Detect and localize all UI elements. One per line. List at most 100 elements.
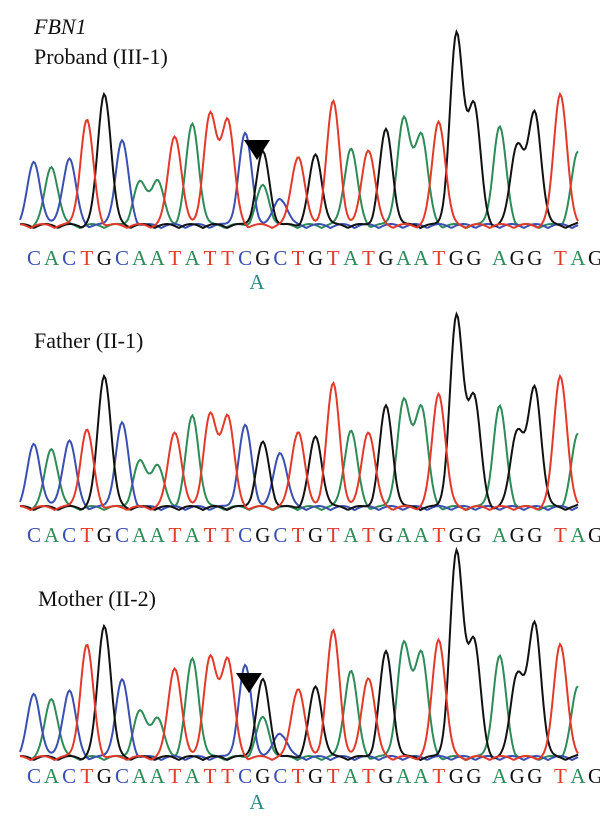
base-4: G (96, 523, 112, 547)
base-29: T (553, 246, 567, 270)
gene-label: FBN1 (34, 14, 87, 39)
base-25: G (466, 523, 482, 547)
base-28: G (527, 764, 543, 788)
base-28: G (527, 523, 543, 547)
base-30: A (570, 523, 586, 547)
base-6: A (132, 246, 148, 270)
base-21: A (396, 764, 412, 788)
mother-label: Mother (II-2) (38, 586, 156, 611)
base-24: G (448, 764, 464, 788)
base-18: A (343, 523, 359, 547)
base-22: A (413, 764, 429, 788)
proband-variant-arrow (244, 140, 270, 160)
trace-T (19, 628, 579, 762)
trace-G (19, 29, 579, 230)
base-0: C (26, 764, 42, 788)
base-0: C (26, 246, 42, 270)
base-9: A (184, 764, 200, 788)
base-16: G (308, 523, 324, 547)
base-11: T (221, 246, 235, 270)
base-27: G (509, 246, 525, 270)
base-31: G (588, 523, 600, 547)
trace-A (19, 639, 579, 762)
base-11: T (221, 764, 235, 788)
mother-variant-arrow (236, 673, 262, 693)
base-30: A (570, 246, 586, 270)
base-19: T (361, 764, 375, 788)
base-30: A (570, 764, 586, 788)
base-8: T (168, 523, 182, 547)
base-5: C (114, 523, 130, 547)
base-27: G (509, 764, 525, 788)
base-10: T (203, 523, 217, 547)
base-24: G (448, 523, 464, 547)
base-26: A (492, 764, 508, 788)
base-20: G (378, 523, 394, 547)
base-2: C (62, 523, 77, 547)
base-10: T (203, 246, 217, 270)
base-23: T (432, 764, 446, 788)
base-17: T (326, 764, 340, 788)
base-13: G (255, 246, 271, 270)
base-26: A (492, 523, 508, 547)
base-21: A (396, 523, 412, 547)
base-3: T (80, 523, 94, 547)
base-9: A (184, 523, 200, 547)
base-3: T (80, 764, 94, 788)
base-17: T (326, 246, 340, 270)
base-1: A (44, 764, 60, 788)
base-10: T (203, 764, 217, 788)
base-4: G (96, 246, 112, 270)
base-22: A (413, 246, 429, 270)
base-15: T (291, 523, 305, 547)
base-19: T (361, 246, 375, 270)
base-8: T (168, 246, 182, 270)
base-4: G (96, 764, 112, 788)
proband-label: Proband (III-1) (34, 44, 168, 69)
trace-T (19, 91, 579, 230)
father-label: Father (II-1) (34, 328, 144, 353)
trace-G (19, 311, 579, 512)
base-3: T (80, 246, 94, 270)
base-18: A (343, 764, 359, 788)
base-5: C (114, 764, 130, 788)
base-18: A (343, 246, 359, 270)
base-0: C (26, 523, 42, 547)
trace-G (19, 546, 579, 762)
base-19: T (361, 523, 375, 547)
base-8: T (168, 764, 182, 788)
base-2: C (62, 246, 77, 270)
proband-alt-allele: A (249, 270, 265, 294)
base-31: G (588, 764, 600, 788)
base-27: G (509, 523, 525, 547)
base-22: A (413, 523, 429, 547)
base-11: T (221, 523, 235, 547)
proband-chromatogram (19, 29, 579, 230)
trace-T (19, 373, 579, 512)
base-12: C (238, 246, 253, 270)
base-21: A (396, 246, 412, 270)
base-25: G (466, 764, 482, 788)
base-25: G (466, 246, 482, 270)
base-14: C (273, 246, 288, 270)
base-14: C (273, 764, 288, 788)
base-1: A (44, 246, 60, 270)
base-2: C (62, 764, 77, 788)
base-7: A (149, 764, 165, 788)
mother-chromatogram (19, 546, 579, 762)
base-23: T (432, 246, 446, 270)
base-6: A (132, 523, 148, 547)
base-23: T (432, 523, 446, 547)
base-13: G (255, 523, 271, 547)
base-17: T (326, 523, 340, 547)
base-9: A (184, 246, 200, 270)
base-13: G (255, 764, 271, 788)
base-29: T (553, 523, 567, 547)
base-1: A (44, 523, 60, 547)
base-5: C (114, 246, 130, 270)
